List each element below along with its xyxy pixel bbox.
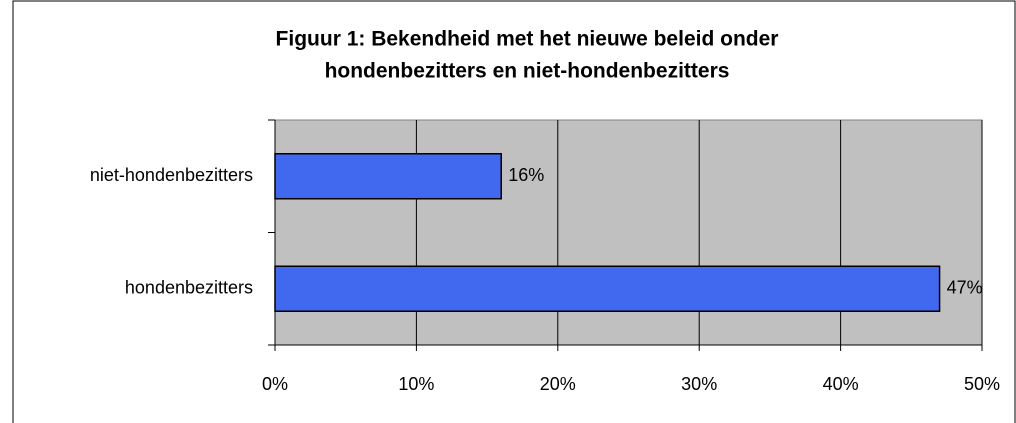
bar	[274, 265, 941, 312]
x-tick-label: 30%	[681, 374, 717, 394]
chart-frame	[12, 0, 1016, 423]
bar	[274, 153, 502, 200]
x-tick-label: 50%	[964, 374, 1000, 394]
x-tick-label: 40%	[823, 374, 859, 394]
y-tick-label: hondenbezitters	[125, 278, 253, 298]
data-label: 47%	[947, 278, 983, 298]
y-tick-label: niet-hondenbezitters	[90, 165, 253, 185]
x-tick-label: 10%	[398, 374, 434, 394]
chart-title: Figuur 1: Bekendheid met het nieuwe bele…	[276, 28, 779, 51]
x-tick-label: 0%	[262, 374, 288, 394]
x-tick-label: 20%	[540, 374, 576, 394]
chart-title: hondenbezitters en niet-hondenbezitters	[325, 60, 730, 83]
data-label: 16%	[508, 165, 544, 185]
